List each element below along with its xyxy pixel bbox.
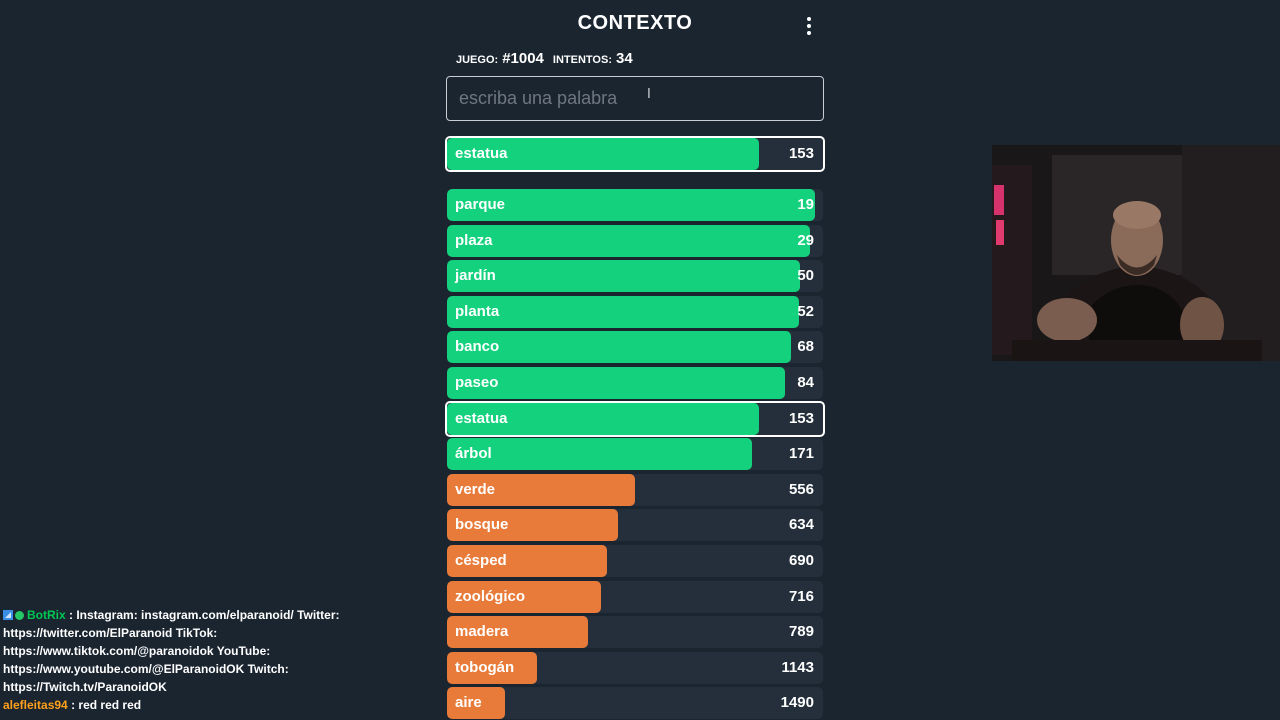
guess-rank: 1490 — [780, 694, 814, 712]
guess-word: árbol — [455, 445, 492, 463]
guess-rank: 29 — [797, 231, 814, 249]
guess-row[interactable]: parque 19 — [447, 189, 823, 221]
guess-rank: 84 — [797, 374, 814, 391]
guess-fill — [447, 331, 792, 364]
guess-rank: 153 — [788, 409, 814, 427]
guess-word: aire — [455, 694, 482, 712]
text-cursor-icon: I — [647, 87, 651, 102]
guess-word: plaza — [455, 231, 493, 249]
menu-dot — [807, 31, 811, 35]
guess-row[interactable]: bosque 634 — [447, 509, 823, 542]
guess-rank: 19 — [797, 196, 814, 213]
guess-rank: 52 — [797, 302, 814, 320]
chat-username: BotRix — [27, 608, 66, 622]
guess-word: césped — [455, 552, 507, 569]
verified-check-icon — [15, 611, 24, 620]
kebab-menu-icon[interactable] — [802, 16, 816, 36]
chat-username: alefleitas94 — [3, 698, 68, 712]
chat-message: BotRix : Instagram: instagram.com/elpara… — [3, 606, 348, 696]
moderator-badge-icon — [3, 610, 13, 620]
guess-rank: 556 — [788, 480, 814, 498]
guess-row[interactable]: árbol 171 — [447, 438, 823, 471]
game-label: JUEGO: — [456, 54, 499, 66]
guess-word: madera — [455, 623, 509, 641]
guess-word: verde — [455, 480, 496, 498]
guess-word: zoológico — [455, 587, 525, 605]
guess-fill — [447, 509, 619, 542]
guess-row[interactable]: paseo 84 — [447, 367, 823, 399]
last-guess-rank: 153 — [788, 145, 814, 162]
stream-chat: BotRix : Instagram: instagram.com/elpara… — [3, 606, 348, 714]
guess-row[interactable]: planta 52 — [447, 295, 823, 328]
chat-message: alefleitas94 : red red red — [3, 696, 348, 714]
guess-row[interactable]: jardín 50 — [447, 260, 823, 293]
guess-row[interactable]: verde 556 — [447, 473, 823, 506]
guess-row[interactable]: césped 690 — [447, 545, 823, 577]
guess-fill — [447, 616, 588, 649]
guess-word: banco — [455, 338, 500, 356]
guess-row[interactable]: plaza 29 — [447, 224, 823, 257]
last-guess-row[interactable]: estatua 153 — [445, 136, 825, 172]
menu-dot — [807, 24, 811, 28]
guess-rank: 1143 — [781, 658, 814, 676]
guess-rank: 50 — [797, 267, 814, 285]
page-title: CONTEXTO — [577, 12, 693, 34]
guess-rank: 68 — [797, 338, 814, 356]
guess-rank: 716 — [788, 587, 814, 605]
guess-word: estatua — [455, 409, 508, 427]
guess-fill — [447, 402, 760, 435]
guess-row[interactable]: zoológico 716 — [447, 580, 823, 613]
guess-word: planta — [455, 302, 500, 320]
guess-fill — [447, 545, 607, 577]
guess-rank: 690 — [788, 552, 814, 569]
guess-word: parque — [455, 196, 506, 213]
guess-rank: 789 — [788, 623, 814, 641]
streamer-webcam — [992, 145, 1280, 361]
guess-fill — [447, 438, 752, 471]
guess-fill — [447, 189, 816, 221]
attempts-label: INTENTOS: — [552, 54, 612, 66]
guess-fill — [447, 580, 602, 613]
guess-fill — [447, 295, 799, 328]
word-input[interactable] — [446, 76, 824, 121]
chat-text: : Instagram: instagram.com/elparanoid/ T… — [3, 608, 340, 694]
guess-word: jardín — [455, 267, 496, 285]
guess-fill — [447, 260, 801, 293]
guess-word: tobogán — [455, 658, 515, 676]
guess-fill — [447, 687, 506, 720]
chat-text: : red red red — [71, 698, 142, 712]
guess-row[interactable]: tobogán 1143 — [447, 651, 823, 684]
game-stats: JUEGO: #1004 INTENTOS: 34 — [456, 50, 642, 67]
guess-word: paseo — [455, 374, 499, 391]
guess-fill — [447, 651, 538, 684]
guess-row[interactable]: estatua 153 — [445, 400, 825, 437]
webcam-image — [992, 145, 1280, 361]
guess-word: bosque — [455, 516, 509, 534]
guess-row[interactable]: aire 1490 — [447, 687, 823, 720]
guess-rank: 171 — [788, 445, 814, 463]
guess-row[interactable]: banco 68 — [447, 331, 823, 364]
guess-row[interactable]: madera 789 — [447, 616, 823, 649]
guess-fill — [447, 367, 786, 399]
guess-fill — [447, 224, 810, 257]
last-guess-word: estatua — [455, 145, 508, 162]
attempts-count: 34 — [615, 50, 633, 67]
last-guess-fill — [447, 138, 760, 170]
game-number: #1004 — [502, 50, 544, 67]
menu-dot — [807, 17, 811, 21]
guess-fill — [447, 473, 635, 506]
guess-rank: 634 — [788, 516, 814, 534]
